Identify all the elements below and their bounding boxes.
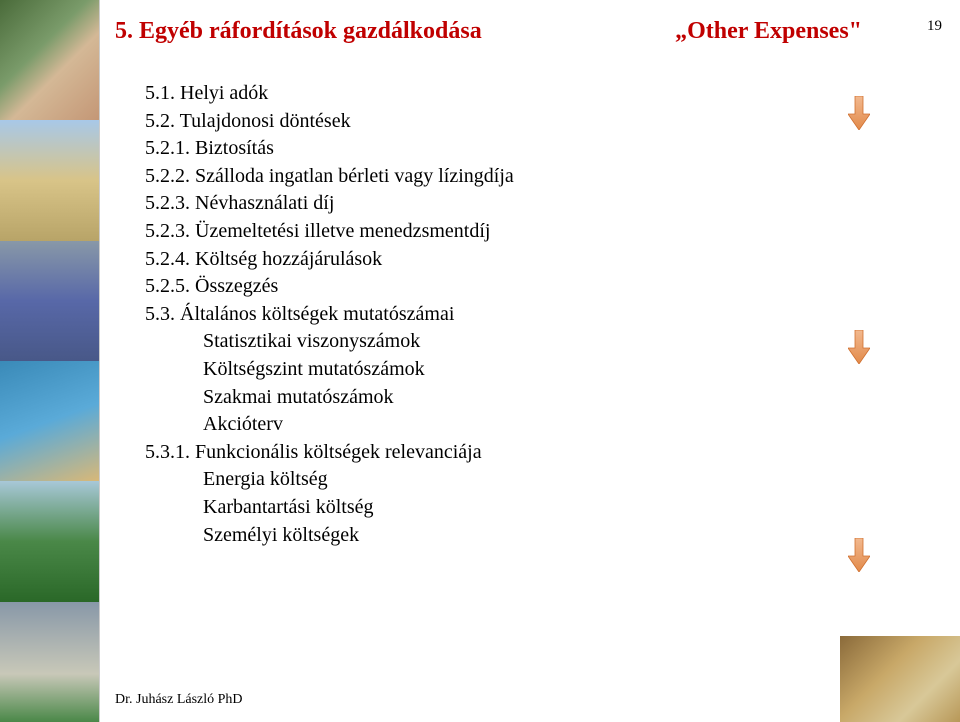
sidebar-photo-building-1 [0, 120, 100, 240]
sidebar-photo-building-2 [0, 241, 100, 361]
outline-subitem: Akcióterv [203, 411, 765, 439]
outline-item: 5.2.4. Költség hozzájárulások [145, 246, 765, 274]
outline-subitem: Költségszint mutatószámok [203, 356, 765, 384]
outline-subitem: Személyi költségek [203, 522, 765, 550]
sidebar-photo-pool [0, 361, 100, 481]
outline-item: 5.2.2. Szálloda ingatlan bérleti vagy lí… [145, 163, 765, 191]
outline-subitem: Energia költség [203, 466, 765, 494]
title-row: 5. Egyéb ráfordítások gazdálkodása „Othe… [115, 18, 942, 45]
sidebar-photo-portrait [0, 0, 100, 120]
outline-item: 5.2.1. Biztosítás [145, 135, 765, 163]
outline-item: 5.2.5. Összegzés [145, 273, 765, 301]
outline-subitem: Karbantartási költség [203, 494, 765, 522]
outline-subitem: Szakmai mutatószámok [203, 384, 765, 412]
outline-content: 5.1. Helyi adók 5.2. Tulajdonosi döntése… [145, 80, 765, 549]
outline-item: 5.3. Általános költségek mutatószámai [145, 301, 765, 329]
outline-item: 5.2.3. Üzemeltetési illetve menedzsmentd… [145, 218, 765, 246]
outline-item: 5.3.1. Funkcionális költségek relevanciá… [145, 439, 765, 467]
page-number: 19 [927, 18, 942, 35]
corner-photo [840, 636, 960, 722]
sidebar-photo-resort [0, 602, 100, 722]
footer-author: Dr. Juhász László PhD [115, 692, 243, 708]
down-arrow-icon [848, 330, 870, 364]
outline-item: 5.2. Tulajdonosi döntések [145, 108, 765, 136]
outline-subitem: Statisztikai viszonyszámok [203, 328, 765, 356]
title-left: 5. Egyéb ráfordítások gazdálkodása [115, 18, 482, 45]
down-arrow-icon [848, 538, 870, 572]
title-right: „Other Expenses" [675, 18, 862, 45]
down-arrow-icon [848, 96, 870, 130]
outline-item: 5.1. Helyi adók [145, 80, 765, 108]
sidebar-image-strip [0, 0, 100, 722]
outline-item: 5.2.3. Névhasználati díj [145, 190, 765, 218]
sidebar-photo-bridge [0, 481, 100, 601]
